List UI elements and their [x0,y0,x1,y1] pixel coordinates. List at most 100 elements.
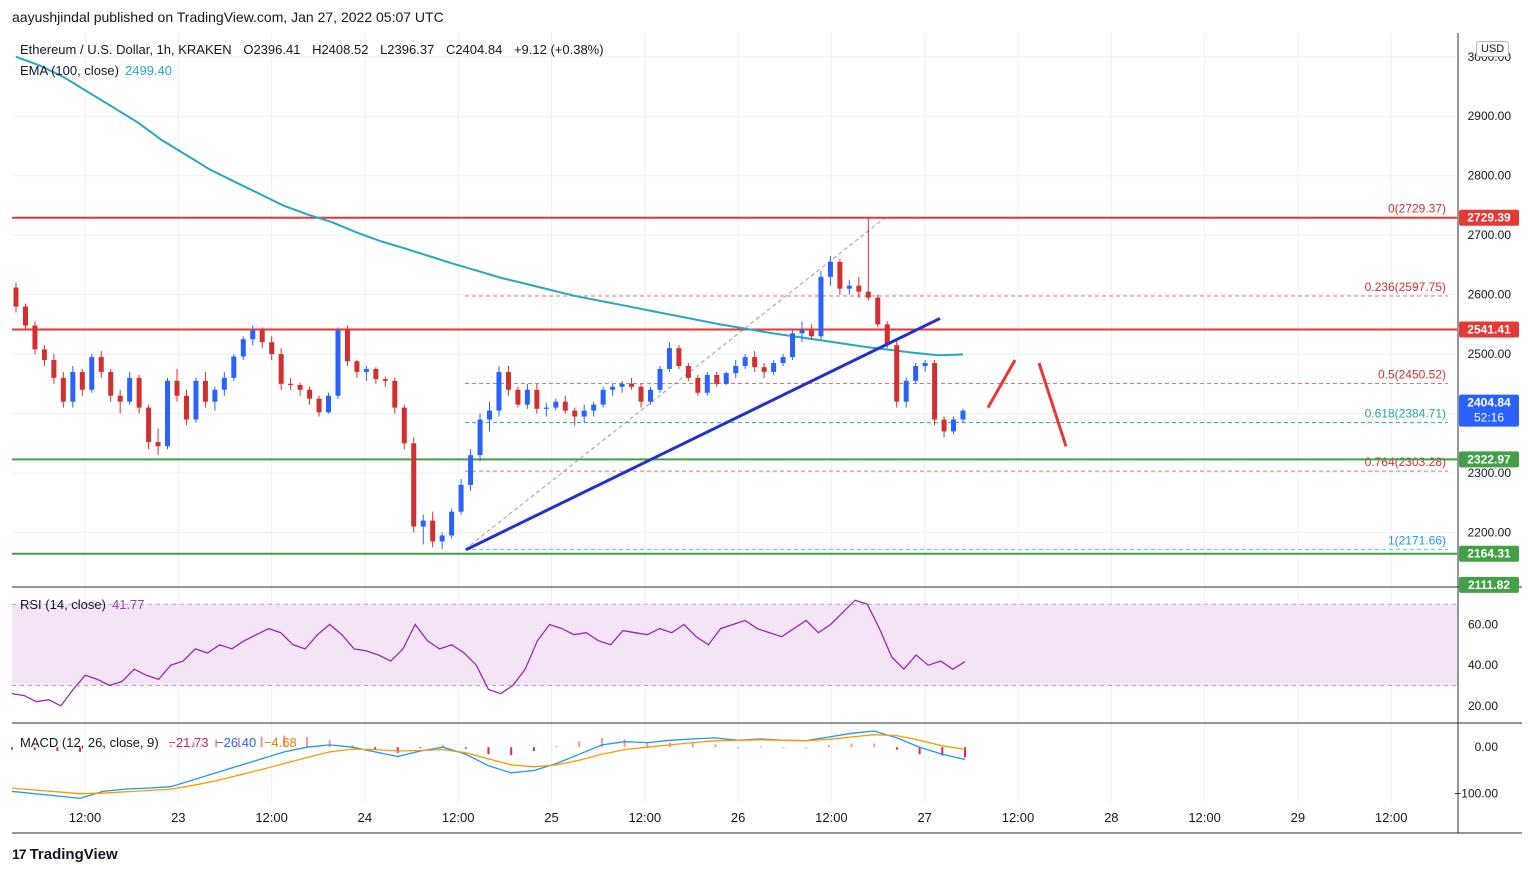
candle-down [430,520,436,542]
high-value: H2408.52 [312,42,369,57]
candle-down [837,261,843,289]
candle-down [894,345,900,402]
macd-histogram-bar [79,747,82,752]
candle-up [600,389,606,405]
candle-up [619,383,625,387]
macd-histogram-bar [124,744,127,748]
fib-diagonal [464,217,886,550]
fib-level-label: 0.236(2597.75) [1365,280,1446,294]
y-tick-label: 2900.00 [1468,109,1512,123]
macd-tick-label: −100.00 [1454,787,1498,801]
candle-up [165,380,171,447]
candle-up [89,357,95,390]
candle-down [354,361,360,372]
projection-up-stroke [986,359,1017,409]
candle-up [704,374,710,393]
macd-histogram-bar [782,747,785,749]
candle-down [534,389,540,409]
candle-down [941,419,947,432]
candle-up [524,389,530,405]
candle-up [543,407,549,409]
macd-histogram-bar [759,746,762,748]
rsi-legend: RSI (14, close) 41.77 [20,597,145,612]
macd-histogram-bar [419,747,422,749]
candle-up [960,410,966,420]
candle-up [647,389,653,402]
macd-histogram-bar [510,747,513,756]
price-tag-label: 2404.84 [1467,396,1511,410]
y-tick-label: 2600.00 [1468,288,1512,302]
candle-up [240,339,246,357]
candle-down [884,324,890,346]
fib-level-label: 0.618(2384.71) [1365,407,1446,421]
candle-up [790,333,796,358]
x-tick-label: 27 [917,810,931,825]
macd-tick-label: 0.00 [1475,740,1499,754]
rsi-line [11,599,966,707]
candle-up [477,419,483,456]
candle-up [335,330,341,396]
candle-up [771,363,777,372]
price-tag-bg [1459,576,1519,593]
price-tag-label: 2164.31 [1467,547,1511,561]
candle-up [610,386,616,390]
publisher-text: aayushjindal published on TradingView.co… [12,9,444,25]
candle-down [146,407,152,443]
candle-up [439,535,445,542]
candle-down [117,395,123,402]
price-tag-label: 2322.97 [1467,452,1511,466]
x-tick-label: 12:00 [255,810,288,825]
x-tick-label: 25 [544,810,558,825]
candle-up [212,389,218,402]
macd-histogram-bar [374,747,377,750]
candle-down [401,407,407,444]
change-value: +9.12 (+0.38%) [513,42,604,57]
candle-down [297,385,303,390]
candle-down [202,380,208,402]
candle-up [449,511,455,536]
candle-up [846,285,852,289]
candle-up [818,276,824,337]
macd-histogram-bar [964,747,966,758]
macd-histogram-bar [351,745,354,748]
candle-down [856,285,862,292]
price-tag-bg [1459,394,1519,427]
macd-histogram-bar [101,745,104,748]
candle-down [505,371,511,390]
candle-down [752,357,758,368]
candle-down [259,330,265,343]
rsi-tick-label: 60.00 [1468,618,1498,632]
price-tag-label: 2729.39 [1467,211,1511,225]
x-tick-label: 12:00 [69,810,102,825]
candle-down [183,395,189,420]
candle-down [695,377,701,393]
candle-down [685,365,691,378]
macd-histogram-bar [578,741,581,748]
macd-histogram-bar [147,744,150,748]
macd-histogram-bar [169,744,172,748]
candle-down [411,443,417,527]
macd-histogram-bar [33,747,36,751]
candle-up [922,363,928,366]
candle-up [487,410,492,420]
price-tag-label: 2111.82 [1468,578,1510,592]
macd-histogram-bar [260,736,263,748]
candle-down [316,398,322,413]
candle-up [799,330,805,334]
tradingview-brand[interactable]: 17 TradingView [12,846,118,863]
macd-histogram-bar [442,744,445,748]
candle-down [714,374,720,384]
candle-down [638,386,644,402]
currency-button[interactable]: USD [1476,41,1510,57]
candle-up [221,377,227,390]
candle-down [373,368,379,380]
candle-down [875,297,881,325]
macd-histogram-bar [192,741,195,748]
x-tick-label: 12:00 [1002,810,1035,825]
candle-up [903,380,909,402]
candle-down [676,348,682,366]
x-tick-label: 12:00 [442,810,475,825]
candle-down [136,377,142,408]
ema-label: EMA (100, close) [20,63,119,78]
